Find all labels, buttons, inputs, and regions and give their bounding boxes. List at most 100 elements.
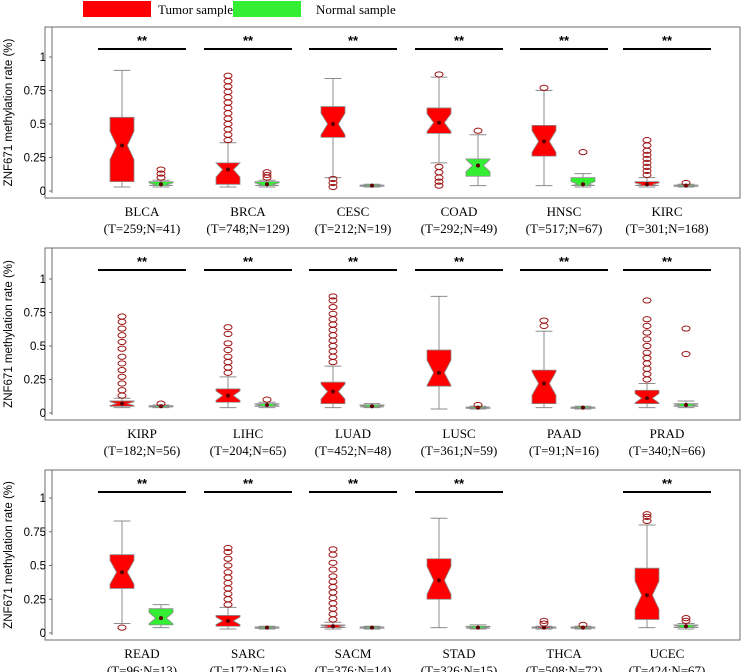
category-sample-size: (T=452;N=48)	[315, 443, 392, 458]
category-luad: ** LUAD (T=452;N=48)	[309, 254, 397, 458]
tumor-outlier	[328, 578, 338, 585]
category-sample-size: (T=292;N=49)	[421, 221, 498, 236]
tumor-outlier	[117, 392, 127, 399]
significance-label: **	[137, 33, 148, 48]
significance-label: **	[348, 33, 359, 48]
y-tick-label: 0	[40, 628, 46, 640]
tumor-median-marker	[645, 593, 649, 598]
tumor-outlier	[642, 376, 652, 383]
normal-median-marker	[265, 402, 269, 407]
category-blca: ** BLCA (T=259;N=41)	[98, 33, 186, 236]
y-axis-label: ZNF671 methylation rate (%)	[3, 39, 15, 187]
tumor-outlier	[328, 559, 338, 566]
y-tick-label: 0.5	[30, 119, 46, 131]
tumor-outlier	[434, 163, 444, 170]
tumor-median-marker	[226, 618, 230, 623]
tumor-outlier	[223, 574, 233, 581]
tumor-outlier	[328, 316, 338, 323]
significance-label: **	[662, 254, 673, 269]
legend-label-tumor: Tumor sample	[158, 2, 233, 17]
tumor-box	[426, 107, 452, 134]
tumor-outlier	[117, 345, 127, 352]
normal-median-marker	[476, 625, 480, 630]
category-sample-size: (T=172;N=16)	[210, 663, 287, 672]
tumor-outlier	[223, 544, 233, 552]
tumor-outlier	[223, 358, 233, 366]
tumor-outlier	[642, 517, 652, 525]
category-cesc: ** CESC (T=212;N=19)	[309, 33, 397, 236]
tumor-outlier	[117, 318, 127, 325]
tumor-median-marker	[331, 389, 335, 394]
tumor-outlier	[223, 353, 233, 360]
normal-outlier	[681, 179, 691, 187]
tumor-median-marker	[120, 401, 124, 406]
tumor-median-marker	[542, 139, 546, 144]
category-sample-size: (T=182;N=56)	[104, 443, 181, 458]
category-name: HNSC	[547, 204, 582, 219]
tumor-median-marker	[437, 370, 441, 375]
tumor-outlier	[328, 358, 338, 366]
tumor-outlier	[328, 332, 338, 339]
tumor-outlier	[328, 594, 338, 602]
tumor-outlier	[328, 605, 338, 612]
tumor-outlier	[223, 88, 233, 95]
normal-median-marker	[581, 405, 585, 410]
category-name: BRCA	[230, 204, 266, 219]
y-tick-label: 1	[40, 493, 46, 505]
category-lusc: ** LUSC (T=361;N=59)	[415, 254, 503, 458]
panel-3: 0 0.25 0.5 0.75 1 ZNF671 methylation rate (%)…	[3, 469, 741, 672]
panel-frame	[44, 247, 741, 421]
tumor-outlier	[223, 562, 233, 569]
category-hnsc: ** HNSC (T=517;N=67)	[520, 33, 608, 236]
normal-median-marker	[159, 616, 163, 621]
tumor-outlier	[223, 126, 233, 133]
tumor-outlier	[223, 555, 233, 562]
y-tick-label: 0.75	[24, 527, 46, 539]
category-name: STAD	[443, 646, 476, 661]
normal-median-marker	[370, 625, 374, 630]
tumor-outlier	[117, 373, 127, 380]
y-tick-label: 0.5	[30, 341, 46, 353]
tumor-median-marker	[437, 120, 441, 125]
tumor-outlier	[117, 367, 127, 374]
tumor-outlier	[328, 348, 338, 355]
significance-label: **	[454, 254, 465, 269]
tumor-outlier	[642, 142, 652, 149]
category-sample-size: (T=340;N=66)	[629, 443, 706, 458]
tumor-outlier	[223, 596, 233, 603]
category-read: ** READ (T=96;N=13)	[98, 476, 186, 672]
normal-outlier	[156, 170, 166, 177]
tumor-outlier	[642, 167, 652, 174]
tumor-median-marker	[645, 182, 649, 187]
tumor-box	[531, 369, 557, 405]
tumor-outlier	[642, 159, 652, 166]
normal-outlier	[156, 400, 166, 407]
tumor-outlier	[117, 338, 127, 346]
tumor-outlier	[642, 329, 652, 336]
normal-outlier	[473, 401, 483, 409]
significance-label: **	[559, 254, 570, 269]
normal-median-marker	[581, 182, 585, 187]
tumor-outlier	[434, 178, 444, 185]
tumor-outlier	[642, 349, 652, 356]
legend-label-normal: Normal sample	[316, 2, 396, 17]
normal-outlier	[681, 325, 691, 332]
significance-label: **	[137, 254, 148, 269]
tumor-box	[320, 106, 346, 138]
panel-1: 0 0.25 0.5 0.75 1 ZNF671 methylation rate (%)…	[3, 26, 741, 236]
tumor-outlier	[328, 589, 338, 596]
tumor-median-marker	[120, 570, 124, 575]
tumor-outlier	[223, 94, 233, 101]
normal-median-marker	[476, 163, 480, 168]
tumor-outlier	[642, 155, 652, 162]
tumor-median-marker	[226, 167, 230, 172]
normal-outlier	[156, 166, 166, 173]
significance-label: **	[243, 476, 254, 491]
tumor-outlier	[328, 179, 338, 187]
category-name: BLCA	[125, 204, 160, 219]
category-name: CESC	[337, 204, 370, 219]
tumor-outlier	[117, 360, 127, 367]
normal-outlier	[578, 149, 588, 156]
category-sarc: ** SARC (T=172;N=16)	[204, 476, 292, 672]
